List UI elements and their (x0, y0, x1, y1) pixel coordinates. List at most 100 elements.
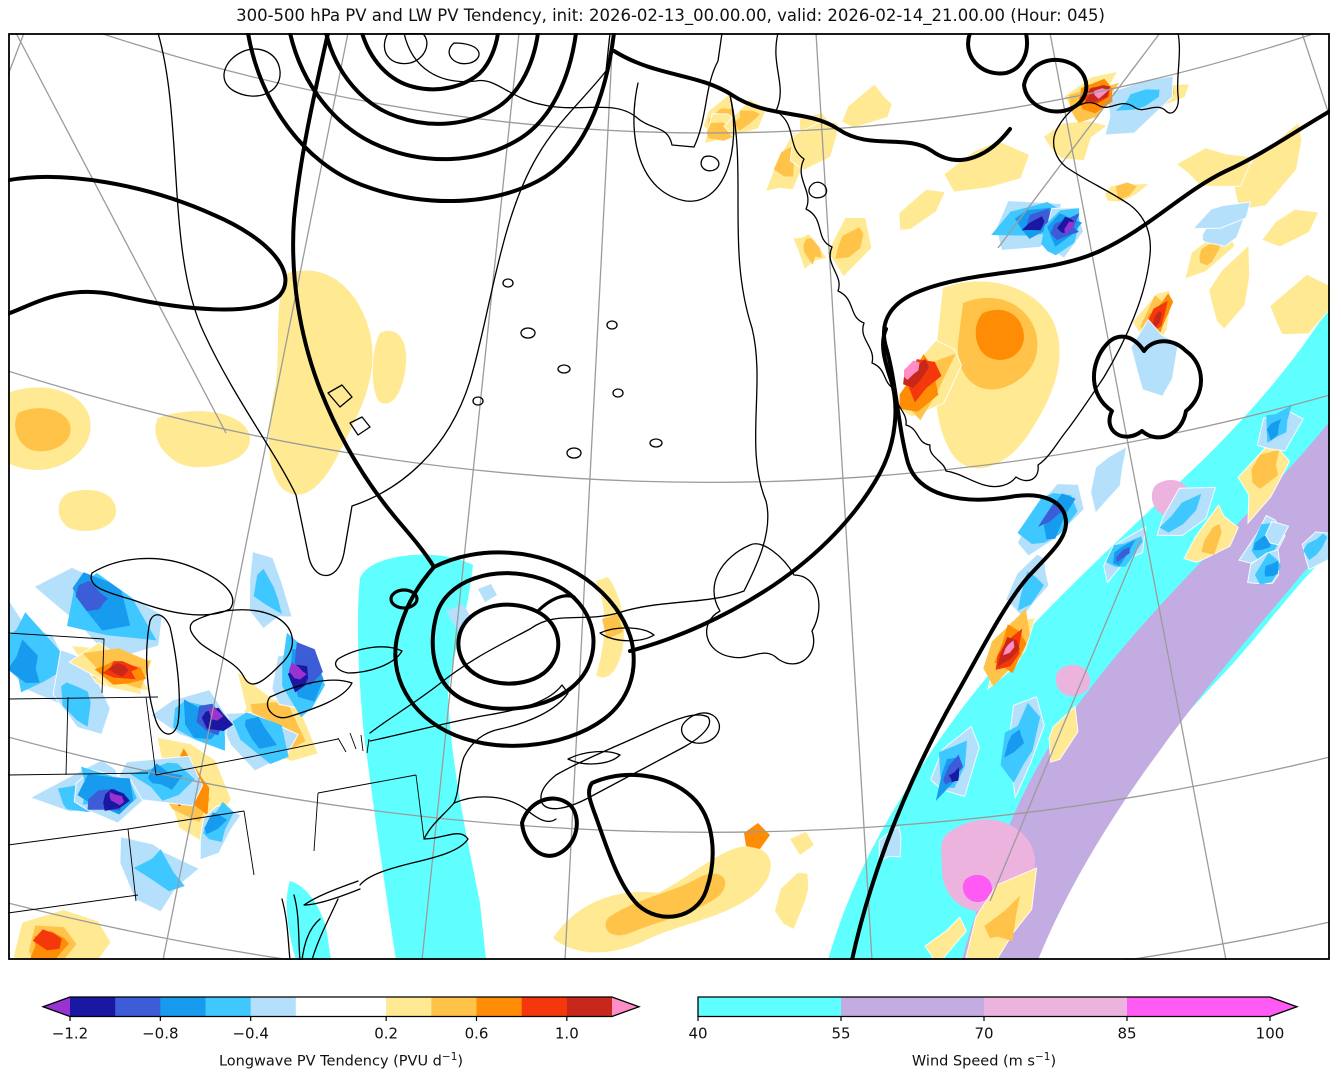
map-canvas (8, 33, 1330, 960)
tendency-cell (1201, 523, 1222, 555)
colorbar-segment (115, 997, 161, 1017)
tendency-cell (1003, 640, 1015, 656)
tendency-cell (133, 849, 185, 892)
colorbar-segment (698, 997, 842, 1017)
tendency-cell (1090, 445, 1128, 515)
jet-lavender-core (962, 421, 1330, 960)
tendency-cell (1199, 239, 1221, 266)
colorbar-outline (41, 996, 641, 1018)
tendency-cell (903, 358, 929, 388)
tendency-cell (1048, 705, 1079, 763)
colorbar-tick-label: 40 (688, 1025, 707, 1043)
colorbar-segment (841, 997, 985, 1017)
polar-vortex-contours (246, 33, 616, 203)
tendency-cell (898, 188, 947, 231)
colorbar-legend: −1.2 −0.8 −0.4 0.2 0.6 1.0 Longwave PV Tendenc… (41, 996, 1299, 1070)
tendency-cell (733, 110, 760, 131)
jet-cyan-band (828, 305, 1330, 960)
tendency-cell (924, 916, 967, 960)
colorbar-segment (431, 997, 477, 1017)
tendency-cell (1038, 503, 1062, 527)
tendency-cell (1269, 273, 1330, 336)
tendency-cell (1115, 89, 1160, 111)
colorbar-segment (70, 997, 116, 1017)
central-trough-contour (291, 33, 636, 748)
tendency-cell (1251, 449, 1280, 489)
colorbar-segment (250, 997, 297, 1017)
hudson-bay-coast (157, 33, 611, 577)
colorbar-segment (1127, 997, 1271, 1017)
tendency-cell (108, 663, 129, 677)
tendency-cell (903, 360, 920, 380)
figure-title: 300-500 hPa PV and LW PV Tendency, init:… (236, 6, 1105, 25)
tendency-cell (803, 238, 822, 265)
colorbar-extend-arrow (43, 997, 70, 1017)
tendency-cell (253, 568, 282, 614)
tendency-cell (148, 763, 183, 790)
tendency-cell (1191, 201, 1252, 230)
colorbar-tick-label: 85 (1117, 1025, 1136, 1043)
tendency-cell (1207, 243, 1251, 330)
colorbar-tick-label: 0.6 (465, 1025, 489, 1043)
tendency-cell (1130, 318, 1179, 397)
tendency-cell (943, 754, 963, 785)
colorbar-segment (205, 997, 252, 1017)
colorbar-segment (386, 997, 432, 1017)
tendency-cell (1116, 547, 1130, 563)
tendency-cell (1303, 533, 1328, 560)
wind-speed-colorbar: 40 55 70 85 100 Wind Speed (m s−1) (688, 996, 1299, 1070)
colorbar-tick-label: 1.0 (555, 1025, 579, 1043)
heart-contour (1092, 334, 1203, 440)
colorbar-segment (295, 997, 387, 1017)
tendency-cell (841, 83, 893, 129)
graticule-lines (8, 33, 1330, 960)
tendency-cell (1175, 147, 1254, 187)
tendency-cell (1043, 493, 1076, 540)
tendency-cell (1266, 419, 1282, 441)
colorbar-tick-label: −1.2 (52, 1025, 88, 1043)
tendency-cell (948, 767, 959, 783)
tendency-cell (1115, 182, 1137, 201)
colorbar-extend-arrow (1270, 997, 1297, 1017)
cutoff-low-contours (430, 571, 596, 711)
tendency-cell (1017, 571, 1044, 611)
tendency-cell (835, 227, 864, 259)
south-closed-contour (587, 772, 715, 919)
colorbar-axis-label: Wind Speed (m s−1) (912, 1051, 1056, 1070)
tendency-cell (75, 580, 108, 612)
tendency-cell (984, 895, 1020, 942)
tendency-cell (1264, 560, 1279, 577)
colorbar-tick-label: 70 (974, 1025, 993, 1043)
tendency-cell (245, 716, 278, 749)
map-frame (8, 33, 1330, 960)
tendency-cell (288, 662, 307, 680)
atlantic-trough-contour (850, 108, 1330, 960)
tendency-cell (8, 639, 40, 683)
state-borders (8, 632, 425, 914)
colorbar-segment (476, 997, 523, 1017)
pv-contours (8, 33, 1330, 960)
colorbar-outline (697, 996, 1299, 1018)
colorbar-segment (984, 997, 1128, 1017)
tendency-cell (1064, 221, 1075, 234)
great-lakes (90, 557, 403, 735)
colorbar-tick-label: −0.4 (232, 1025, 268, 1043)
newfoundland-coast (706, 543, 820, 665)
tendency-cell (773, 871, 810, 931)
tendency-cell (204, 812, 228, 835)
colorbar-axis-label: Longwave PV Tendency (PVU d−1) (219, 1051, 463, 1070)
tendency-cell (1021, 216, 1045, 231)
colorbar-tick-label: −0.8 (142, 1025, 178, 1043)
lw-pv-tendency-colorbar: −1.2 −0.8 −0.4 0.2 0.6 1.0 Longwave PV Tendenc… (41, 996, 641, 1070)
ungava-bay-coast (633, 82, 735, 202)
tendency-cell (1260, 208, 1320, 248)
colorbar-extend-arrow (612, 997, 639, 1017)
tendency-cell (1159, 493, 1202, 533)
colorbar-tick-label: 0.2 (374, 1025, 398, 1043)
tendency-cell (1004, 729, 1025, 758)
nova-scotia-coast (540, 714, 711, 810)
tendency-cell (1057, 216, 1074, 234)
colorbar-segment (521, 997, 568, 1017)
colorbar-segment (160, 997, 206, 1017)
